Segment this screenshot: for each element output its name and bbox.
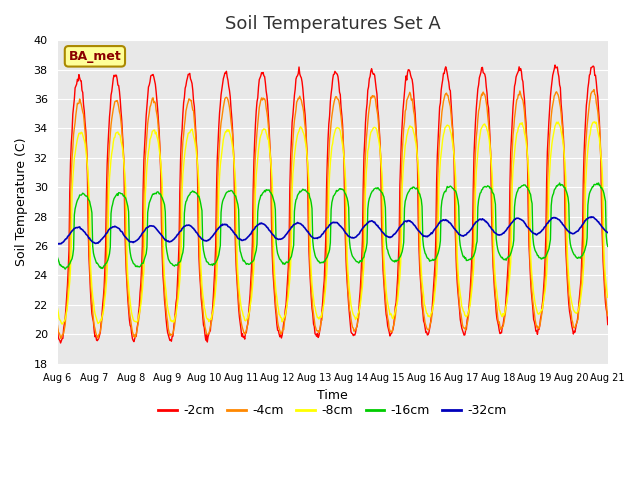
-2cm: [57, 340, 65, 346]
-32cm: [198, 236, 206, 242]
-4cm: [54, 323, 61, 328]
-4cm: [175, 270, 183, 276]
-32cm: [588, 214, 596, 220]
-2cm: [604, 322, 612, 327]
-8cm: [54, 306, 61, 312]
-4cm: [604, 313, 612, 319]
-4cm: [199, 305, 207, 311]
-16cm: [595, 180, 602, 186]
-4cm: [378, 227, 386, 233]
-16cm: [378, 190, 386, 196]
Y-axis label: Soil Temperature (C): Soil Temperature (C): [15, 138, 28, 266]
-8cm: [591, 119, 598, 125]
Line: -32cm: -32cm: [58, 217, 608, 244]
-8cm: [554, 119, 562, 125]
-16cm: [604, 243, 612, 249]
-2cm: [199, 313, 207, 319]
-16cm: [54, 255, 61, 261]
-8cm: [433, 274, 440, 279]
Line: -8cm: -8cm: [58, 122, 608, 324]
Line: -4cm: -4cm: [58, 90, 608, 338]
-32cm: [175, 231, 182, 237]
-32cm: [604, 229, 612, 235]
-16cm: [433, 254, 440, 260]
-2cm: [54, 326, 61, 332]
-2cm: [551, 62, 559, 68]
-4cm: [433, 247, 440, 252]
-8cm: [199, 291, 207, 297]
-8cm: [175, 287, 183, 292]
-8cm: [604, 294, 612, 300]
-32cm: [554, 216, 561, 222]
-2cm: [325, 121, 333, 127]
Legend: -2cm, -4cm, -8cm, -16cm, -32cm: -2cm, -4cm, -8cm, -16cm, -32cm: [154, 399, 512, 422]
-4cm: [57, 336, 65, 341]
-8cm: [325, 188, 333, 193]
-4cm: [325, 153, 333, 159]
-16cm: [175, 259, 183, 265]
-2cm: [378, 247, 386, 252]
-32cm: [378, 228, 385, 234]
-16cm: [61, 266, 69, 272]
-8cm: [58, 321, 66, 327]
-16cm: [325, 250, 333, 255]
Line: -2cm: -2cm: [58, 65, 608, 343]
-2cm: [175, 241, 183, 247]
-4cm: [554, 92, 562, 97]
Text: BA_met: BA_met: [68, 50, 122, 63]
Title: Soil Temperatures Set A: Soil Temperatures Set A: [225, 15, 440, 33]
-2cm: [433, 181, 440, 187]
-32cm: [54, 241, 61, 247]
-2cm: [555, 74, 563, 80]
-4cm: [590, 87, 598, 93]
-32cm: [432, 225, 440, 230]
-16cm: [199, 241, 207, 247]
-16cm: [554, 182, 562, 188]
Line: -16cm: -16cm: [58, 183, 608, 269]
-32cm: [324, 225, 332, 230]
X-axis label: Time: Time: [317, 389, 348, 402]
-8cm: [378, 177, 386, 182]
